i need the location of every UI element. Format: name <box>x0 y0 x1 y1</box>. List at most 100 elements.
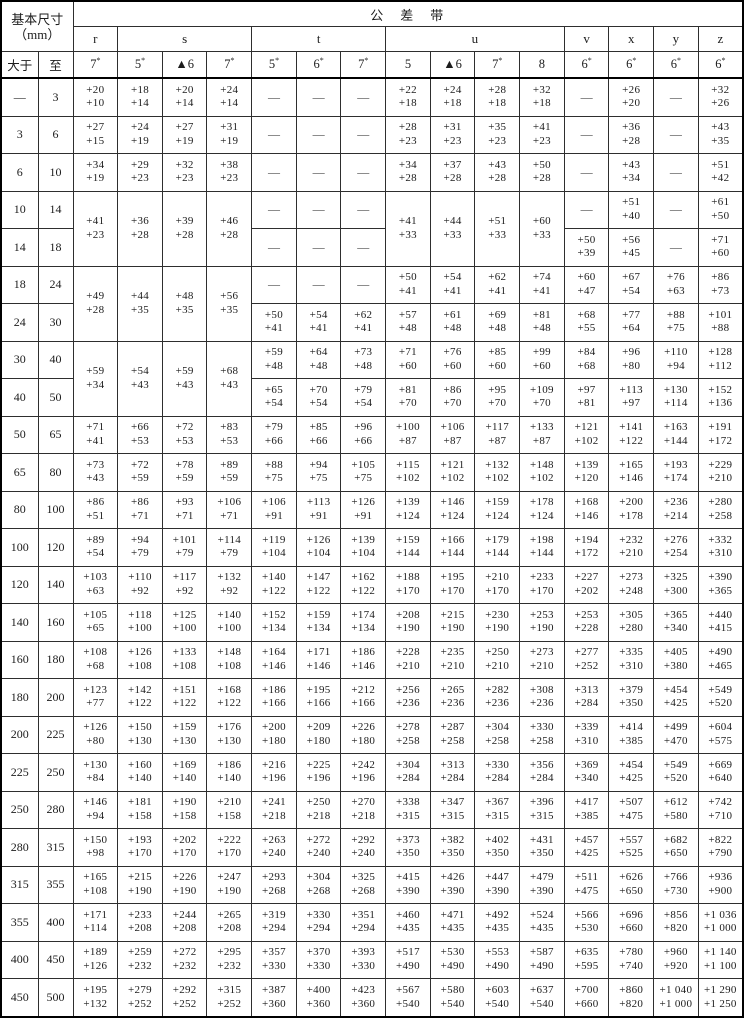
lower-deviation: +540 <box>485 997 510 1010</box>
upper-deviation: +232 <box>619 533 644 546</box>
tolerance-cell: +27 +15 <box>72 115 119 155</box>
tolerance-cell-merged: +41 +33 <box>385 190 431 267</box>
tolerance-cell: +190 +158 <box>161 790 208 830</box>
lower-deviation: +87 <box>532 434 551 447</box>
upper-deviation: +669 <box>708 758 733 771</box>
tolerance-cell: +507 +475 <box>608 790 655 830</box>
lower-deviation: +1 100 <box>703 959 737 972</box>
tolerance-cell: +72 +59 <box>117 453 163 492</box>
lower-deviation: +122 <box>172 697 197 710</box>
tolerance-cell: +85 +60 <box>474 340 521 380</box>
basic-size-unit: （mm） <box>14 26 61 42</box>
table-row: 180 200 +123 +77 +142 +122 +151 +122 +168 +122 +18… <box>0 678 744 717</box>
tolerance-cell: +54 +41 <box>295 303 342 342</box>
lower-deviation: +51 <box>86 509 105 522</box>
upper-deviation: +369 <box>574 758 599 771</box>
upper-deviation: +492 <box>485 908 510 921</box>
no-value-cell: — <box>563 77 610 117</box>
tolerance-cell: +382 +350 <box>429 828 476 867</box>
tolerance-cell: +71 +41 <box>72 415 119 455</box>
upper-deviation: +27 <box>175 121 194 134</box>
lower-deviation: +35 <box>175 303 194 316</box>
upper-deviation: +273 <box>529 646 554 659</box>
lower-deviation: +19 <box>130 134 150 147</box>
upper-deviation: +471 <box>440 908 465 921</box>
upper-deviation: +126 <box>306 533 331 546</box>
upper-deviation: +325 <box>663 571 688 584</box>
tolerance-cell: +31 +23 <box>429 115 476 155</box>
upper-deviation: +121 <box>574 421 599 434</box>
upper-deviation: +130 <box>663 383 688 396</box>
lower-deviation: +23 <box>86 228 105 241</box>
upper-deviation: +417 <box>574 796 599 809</box>
upper-deviation: +66 <box>130 421 150 434</box>
tolerance-cell: +181 +158 <box>117 790 163 830</box>
upper-deviation: +28 <box>398 121 417 134</box>
lower-deviation: +300 <box>663 584 688 597</box>
upper-deviation: +557 <box>619 833 644 846</box>
lower-deviation: +350 <box>440 847 465 860</box>
tolerance-cell: +71 +60 <box>385 340 431 380</box>
col-header-to: 至 <box>37 51 74 79</box>
lower-deviation: +124 <box>485 509 510 522</box>
tolerance-cell: +78 +59 <box>161 453 208 492</box>
upper-deviation: +479 <box>529 871 554 884</box>
lower-deviation: +92 <box>175 584 194 597</box>
tolerance-cell: +270 +218 <box>340 790 387 830</box>
grade-header: 5* <box>251 51 297 79</box>
tolerance-cell: +369 +340 <box>563 753 610 792</box>
tolerance-cell: +319 +294 <box>251 903 297 942</box>
lower-deviation: +48 <box>309 359 328 372</box>
tolerance-cell: +74 +41 <box>519 265 565 305</box>
tolerance-cell: +126 +108 <box>117 640 163 680</box>
upper-deviation: +73 <box>86 458 105 471</box>
size-to-cell: 24 <box>37 265 74 305</box>
upper-deviation: +103 <box>83 571 108 584</box>
upper-deviation: +272 <box>172 946 197 959</box>
tolerance-cell: +139 +104 <box>340 528 387 567</box>
tolerance-cell: +20 +14 <box>161 77 208 117</box>
upper-deviation: +490 <box>708 646 733 659</box>
lower-deviation: +88 <box>711 322 730 335</box>
tolerance-cell: +50 +41 <box>385 265 431 305</box>
size-over-cell: 18 <box>0 265 39 305</box>
tolerance-cell: +130 +84 <box>72 753 119 792</box>
no-value-cell: — <box>340 77 387 117</box>
lower-deviation: +190 <box>128 884 152 897</box>
tolerance-cell: +347 +315 <box>429 790 476 830</box>
tolerance-cell-merged: +60 +33 <box>519 190 565 267</box>
upper-deviation: +181 <box>128 796 152 809</box>
upper-deviation: +273 <box>619 571 644 584</box>
upper-deviation: +50 <box>577 233 596 246</box>
upper-deviation: +195 <box>440 571 465 584</box>
lower-deviation: +126 <box>83 959 108 972</box>
tolerance-cell-merged: +54 +43 <box>117 340 163 417</box>
tolerance-cell: +549 +520 <box>653 753 699 792</box>
lower-deviation: +268 <box>262 884 286 897</box>
upper-deviation: +390 <box>708 571 733 584</box>
tolerance-cell: +191 +172 <box>697 415 744 455</box>
grade-header: 6* <box>295 51 342 79</box>
tolerance-cell: +233 +170 <box>519 565 565 605</box>
tolerance-cell: +387 +360 <box>251 978 297 1018</box>
lower-deviation: +540 <box>440 997 465 1010</box>
lower-deviation: +122 <box>217 697 242 710</box>
upper-deviation: +60 <box>577 271 596 284</box>
lower-deviation: +28 <box>398 172 417 185</box>
lower-deviation: +41 <box>309 322 328 335</box>
tolerance-cell: +118 +100 <box>117 603 163 642</box>
upper-deviation: +856 <box>663 908 688 921</box>
size-over-cell: 280 <box>0 828 39 867</box>
grade-header: 7* <box>474 51 521 79</box>
tolerance-cell: +165 +146 <box>608 453 655 492</box>
lower-deviation: +122 <box>619 434 644 447</box>
tolerance-cell: +335 +310 <box>608 640 655 680</box>
upper-deviation: +108 <box>83 646 108 659</box>
upper-deviation: +88 <box>666 308 685 321</box>
lower-deviation: +33 <box>443 228 462 241</box>
lower-deviation: +380 <box>663 659 688 672</box>
lower-deviation: +134 <box>262 622 286 635</box>
tolerance-cell: +166 +144 <box>429 528 476 567</box>
lower-deviation: +130 <box>128 734 152 747</box>
tolerance-cell: +250 +218 <box>295 790 342 830</box>
